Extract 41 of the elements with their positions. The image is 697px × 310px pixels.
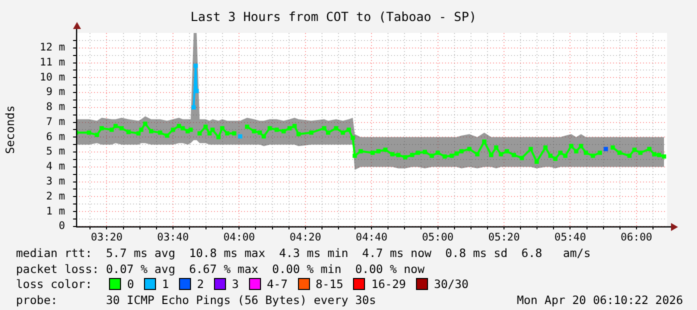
point xyxy=(238,134,242,139)
y-tick-label: 5 m xyxy=(46,146,66,158)
legend-title: loss color: xyxy=(16,277,94,291)
y-axis-title: Seconds xyxy=(2,105,17,154)
point xyxy=(192,105,196,110)
text: Mon Apr 20 06:10:22 2026 xyxy=(516,292,683,308)
x-tick-label: 05:00 xyxy=(422,231,454,244)
y-tick-label: 3 m xyxy=(46,176,66,188)
text: median rtt: 5.7 ms avg 10.8 ms max 4.3 ms min 4.7 ms now 0.8 ms sd 6.8 am/s xyxy=(16,246,592,262)
x-tick-label: 04:40 xyxy=(356,231,388,244)
x-tick-label: 04:00 xyxy=(223,231,255,244)
x-tick-label: 05:20 xyxy=(488,231,520,244)
x-tick-label: 03:40 xyxy=(157,231,189,244)
y-tick-label: 12 m xyxy=(40,42,66,54)
legend-label: 4-7 xyxy=(266,277,288,291)
y-tick-label: 9 m xyxy=(46,86,66,98)
legend-label: 2 xyxy=(196,277,204,291)
legend-label: 3 xyxy=(230,277,239,291)
text: probe: 30 ICMP Echo Pings (56 Bytes) every 30s xyxy=(16,292,376,306)
y-tick-label: 1 m xyxy=(46,205,66,218)
x-tick-label: 03:20 xyxy=(90,231,123,244)
y-tick-label: 11 m xyxy=(40,56,66,68)
legend-label: 1 xyxy=(161,277,169,291)
y-tick-label: 4 m xyxy=(46,160,66,173)
legend-label: 30/30 xyxy=(432,277,469,291)
y-tick-label: 0 xyxy=(58,220,66,232)
point xyxy=(194,88,199,94)
y-tick-label: 7 m xyxy=(46,116,66,128)
y-tick-label: 10 m xyxy=(40,71,66,84)
point xyxy=(194,64,198,68)
legend-label: 8-15 xyxy=(314,277,344,291)
x-tick-label: 05:40 xyxy=(554,231,586,244)
text: packet loss: 0.07 % avg 6.67 % max 0.00 % min 0.00 % now xyxy=(16,262,426,277)
chart-title: Last 3 Hours from COT to (Taboao - SP) xyxy=(190,8,476,24)
x-tick-label: 04:20 xyxy=(290,231,322,244)
legend-label: 16-29 xyxy=(370,277,406,291)
y-tick-label: 6 m xyxy=(46,130,66,143)
legend-label: 0 xyxy=(126,277,134,291)
y-tick-label: 8 m xyxy=(46,101,66,114)
x-tick-label: 06:00 xyxy=(620,231,652,244)
y-tick-label: 2 m xyxy=(46,190,66,202)
